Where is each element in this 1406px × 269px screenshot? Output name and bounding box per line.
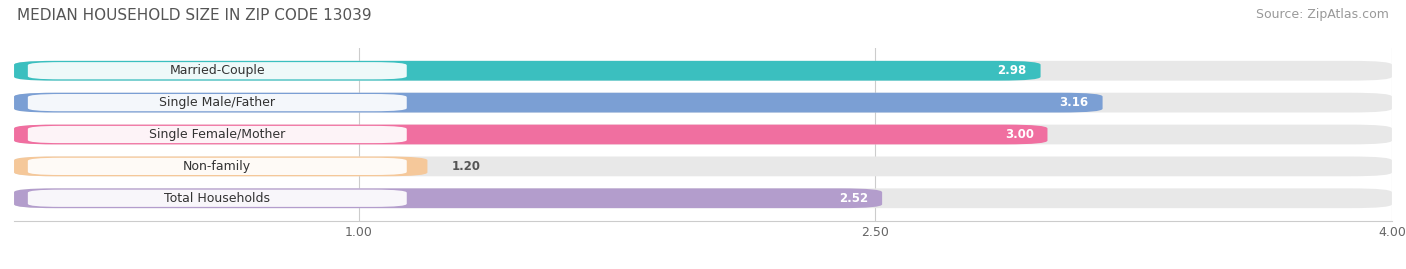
FancyBboxPatch shape bbox=[14, 157, 427, 176]
FancyBboxPatch shape bbox=[14, 125, 1047, 144]
Text: Married-Couple: Married-Couple bbox=[170, 64, 266, 77]
FancyBboxPatch shape bbox=[14, 93, 1102, 112]
Text: 1.20: 1.20 bbox=[451, 160, 481, 173]
Text: MEDIAN HOUSEHOLD SIZE IN ZIP CODE 13039: MEDIAN HOUSEHOLD SIZE IN ZIP CODE 13039 bbox=[17, 8, 371, 23]
Text: 3.16: 3.16 bbox=[1060, 96, 1088, 109]
FancyBboxPatch shape bbox=[28, 158, 406, 175]
FancyBboxPatch shape bbox=[28, 62, 406, 79]
Text: Single Female/Mother: Single Female/Mother bbox=[149, 128, 285, 141]
FancyBboxPatch shape bbox=[14, 125, 1392, 144]
FancyBboxPatch shape bbox=[14, 188, 882, 208]
Text: 3.00: 3.00 bbox=[1005, 128, 1033, 141]
FancyBboxPatch shape bbox=[14, 93, 1392, 112]
Text: 2.52: 2.52 bbox=[839, 192, 869, 205]
FancyBboxPatch shape bbox=[14, 157, 1392, 176]
Text: Non-family: Non-family bbox=[183, 160, 252, 173]
FancyBboxPatch shape bbox=[28, 126, 406, 143]
Text: 2.98: 2.98 bbox=[997, 64, 1026, 77]
FancyBboxPatch shape bbox=[28, 94, 406, 111]
Text: Single Male/Father: Single Male/Father bbox=[159, 96, 276, 109]
FancyBboxPatch shape bbox=[14, 61, 1392, 81]
Text: Source: ZipAtlas.com: Source: ZipAtlas.com bbox=[1256, 8, 1389, 21]
FancyBboxPatch shape bbox=[14, 188, 1392, 208]
FancyBboxPatch shape bbox=[14, 61, 1040, 81]
Text: Total Households: Total Households bbox=[165, 192, 270, 205]
FancyBboxPatch shape bbox=[28, 190, 406, 207]
